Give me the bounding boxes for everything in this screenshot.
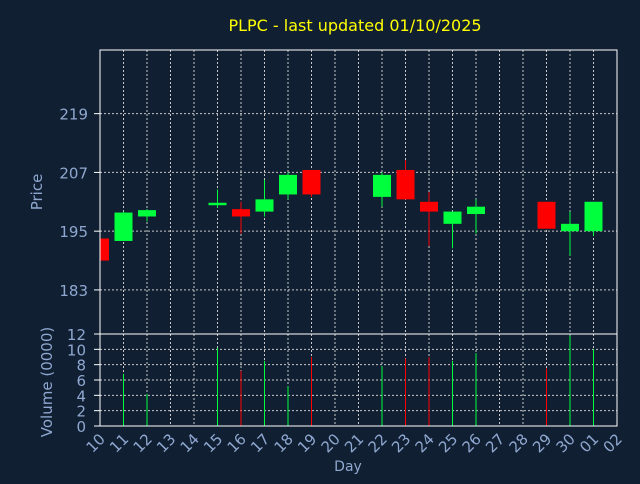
price-tick-label: 195 <box>59 223 88 241</box>
day-axis: 1011121314151617181920212223242526272829… <box>83 430 626 456</box>
day-tick-label: 10 <box>83 430 109 456</box>
day-tick-label: 13 <box>153 430 179 456</box>
volume-tick-label: 4 <box>76 387 86 405</box>
candle-body <box>302 169 321 195</box>
candlestick <box>537 201 556 229</box>
volume-series <box>123 335 594 426</box>
candle-body <box>255 199 274 212</box>
day-tick-label: 17 <box>247 430 273 456</box>
price-axis: 183 195 207 219 <box>59 106 100 300</box>
price-tick-label: 219 <box>59 106 88 124</box>
candle-body <box>584 201 603 232</box>
day-tick-label: 16 <box>224 430 250 456</box>
candle-body <box>561 223 579 232</box>
day-tick-label: 24 <box>412 430 438 456</box>
candlestick-series <box>99 160 603 261</box>
candlestick <box>255 179 274 217</box>
day-tick-label: 11 <box>106 430 132 456</box>
volume-tick-label: 8 <box>76 357 86 375</box>
day-tick-label: 29 <box>529 430 555 456</box>
candle-body <box>396 169 415 200</box>
candle-body <box>467 206 485 215</box>
candle-body <box>208 202 227 206</box>
candlestick <box>396 160 415 200</box>
candle-body <box>232 209 250 217</box>
candlestick <box>138 209 156 222</box>
volume-tick-label: 0 <box>76 418 86 436</box>
day-tick-label: 22 <box>365 430 391 456</box>
candlestick <box>208 189 227 208</box>
candle-body <box>114 212 133 241</box>
candlestick <box>443 211 462 249</box>
candle-body <box>138 210 156 217</box>
day-tick-label: 28 <box>506 430 532 456</box>
day-tick-label: 18 <box>271 430 297 456</box>
candlestick <box>561 211 579 256</box>
day-tick-label: 21 <box>341 430 367 456</box>
volume-axis-label: Volume (0000) <box>38 327 56 437</box>
price-grid <box>100 50 617 334</box>
candlestick <box>114 211 133 241</box>
candlestick <box>420 192 438 246</box>
day-axis-label: Day <box>334 459 362 475</box>
day-tick-label: 25 <box>435 430 461 456</box>
candlestick <box>279 172 297 200</box>
candle-body <box>420 201 438 212</box>
day-tick-label: 20 <box>318 430 344 456</box>
volume-tick-label: 10 <box>67 341 86 359</box>
candlestick <box>99 238 109 261</box>
candlestick <box>467 199 485 234</box>
day-tick-label: 12 <box>130 430 156 456</box>
price-tick-label: 183 <box>59 282 88 300</box>
chart-title: PLPC - last updated 01/10/2025 <box>228 16 481 35</box>
candle-body <box>443 211 462 224</box>
candlestick <box>584 201 603 237</box>
volume-tick-label: 12 <box>67 326 86 344</box>
volume-grid <box>100 334 617 426</box>
day-tick-label: 23 <box>388 430 414 456</box>
price-axis-label: Price <box>28 174 46 211</box>
candle-body <box>279 174 297 195</box>
day-tick-label: 30 <box>553 430 579 456</box>
day-tick-label: 14 <box>177 430 203 456</box>
day-tick-label: 15 <box>200 430 226 456</box>
volume-tick-label: 6 <box>76 372 86 390</box>
candlestick <box>373 172 391 207</box>
candle-body <box>537 201 556 229</box>
candlestick <box>302 169 321 197</box>
candlestick <box>232 201 250 234</box>
day-tick-label: 01 <box>576 430 602 456</box>
day-tick-label: 02 <box>600 430 626 456</box>
candle-body <box>100 238 109 261</box>
day-tick-label: 27 <box>482 430 508 456</box>
candle-body <box>373 174 391 197</box>
volume-tick-label: 2 <box>76 403 86 421</box>
day-tick-label: 19 <box>294 430 320 456</box>
price-tick-label: 207 <box>59 164 88 182</box>
day-tick-label: 26 <box>459 430 485 456</box>
